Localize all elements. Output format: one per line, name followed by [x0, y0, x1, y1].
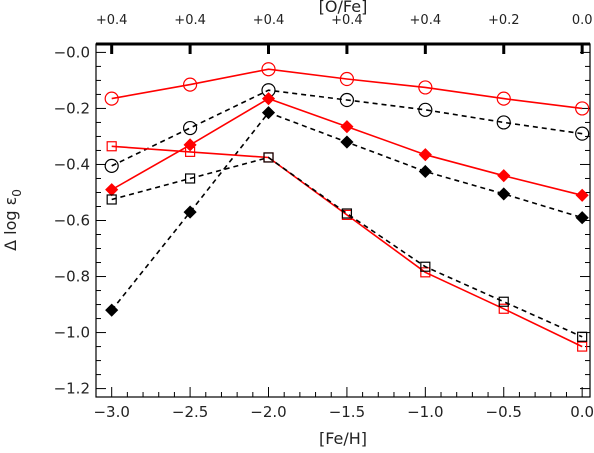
y-axis: −0.0 −0.2 −0.4 −0.6 −0.8 −1.0 −1.2	[54, 43, 590, 398]
data-point-square	[420, 267, 431, 278]
data-point-diamond	[105, 183, 119, 197]
data-point-square	[184, 146, 196, 157]
data-point-circle	[418, 102, 433, 117]
top-tick-label: +0.4	[331, 13, 363, 28]
data-point-diamond	[575, 211, 589, 225]
series-layer	[104, 62, 590, 352]
y-tick-label: −0.4	[54, 155, 90, 173]
top-tick-label: +0.2	[488, 13, 520, 28]
data-point-circle	[575, 101, 590, 116]
x-tick-label: −1.0	[407, 403, 443, 421]
data-point-circle	[182, 120, 198, 136]
data-point-diamond	[497, 187, 511, 201]
top-tick-label: +0.4	[253, 13, 285, 28]
data-point-circle	[339, 92, 355, 108]
data-point-circle	[104, 158, 119, 173]
data-point-circle	[339, 71, 355, 87]
data-point-square	[106, 194, 117, 205]
y-axis-title-subscript: 0	[10, 189, 24, 197]
data-point-diamond	[340, 135, 354, 149]
series-line-1	[111, 89, 583, 167]
x-axis-title: [Fe/H]	[319, 429, 367, 448]
data-point-diamond	[418, 164, 432, 179]
data-point-square	[263, 152, 274, 163]
data-point-diamond	[497, 169, 511, 183]
y-tick-label: −0.0	[54, 43, 90, 61]
data-point-square	[577, 331, 588, 342]
x-tick-label: −0.5	[486, 403, 522, 421]
y-tick-label: −0.8	[54, 268, 90, 286]
data-point-diamond	[340, 120, 354, 134]
top-tick-label: +0.4	[96, 13, 128, 28]
top-axis-title: [O/Fe]	[319, 0, 368, 16]
series-line-5	[111, 156, 583, 338]
data-point-diamond	[105, 303, 119, 317]
data-point-circle	[182, 77, 198, 92]
x-tick-label: −2.0	[250, 403, 286, 421]
series-line-4	[111, 145, 583, 348]
data-point-square	[420, 261, 431, 272]
data-point-diamond	[183, 205, 197, 219]
data-point-diamond	[261, 92, 276, 106]
y-axis-title: Δ log ε0	[1, 189, 24, 251]
data-point-diamond	[575, 188, 589, 202]
y-axis-title-main: Δ log ε	[1, 197, 20, 251]
x-axis: −3.0 −2.5 −2.0 −1.5 −1.0 −0.5 0.0	[93, 387, 594, 421]
top-tick-label: +0.4	[174, 13, 206, 28]
y-tick-label: −1.0	[54, 324, 90, 342]
data-point-diamond	[261, 106, 276, 120]
x-tick-label: −2.5	[172, 403, 208, 421]
series-line-0	[111, 68, 583, 110]
data-point-circle	[261, 62, 276, 77]
top-tick-label: +0.4	[410, 13, 442, 28]
data-point-square	[184, 173, 196, 184]
data-point-square	[498, 296, 509, 307]
y-tick-label: −0.2	[54, 99, 90, 117]
data-point-square	[341, 208, 353, 219]
data-point-circle	[418, 80, 433, 95]
x-tick-label: 0.0	[570, 403, 594, 421]
data-point-square	[106, 141, 117, 152]
data-point-circle	[496, 91, 511, 106]
data-point-circle	[496, 115, 511, 130]
y-tick-label: −1.2	[54, 380, 90, 398]
y-tick-label: −0.6	[54, 212, 90, 230]
top-tick-label: 0.0	[572, 13, 593, 28]
top-axis: +0.4 +0.4 +0.4 +0.4 +0.4 +0.2 0.0	[96, 13, 593, 54]
data-point-circle	[104, 91, 119, 106]
x-tick-label: −1.5	[329, 403, 365, 421]
data-point-square	[498, 303, 509, 314]
x-tick-label: −3.0	[93, 403, 129, 421]
data-point-square	[577, 341, 588, 352]
data-point-diamond	[418, 148, 432, 162]
data-point-circle	[575, 126, 590, 141]
